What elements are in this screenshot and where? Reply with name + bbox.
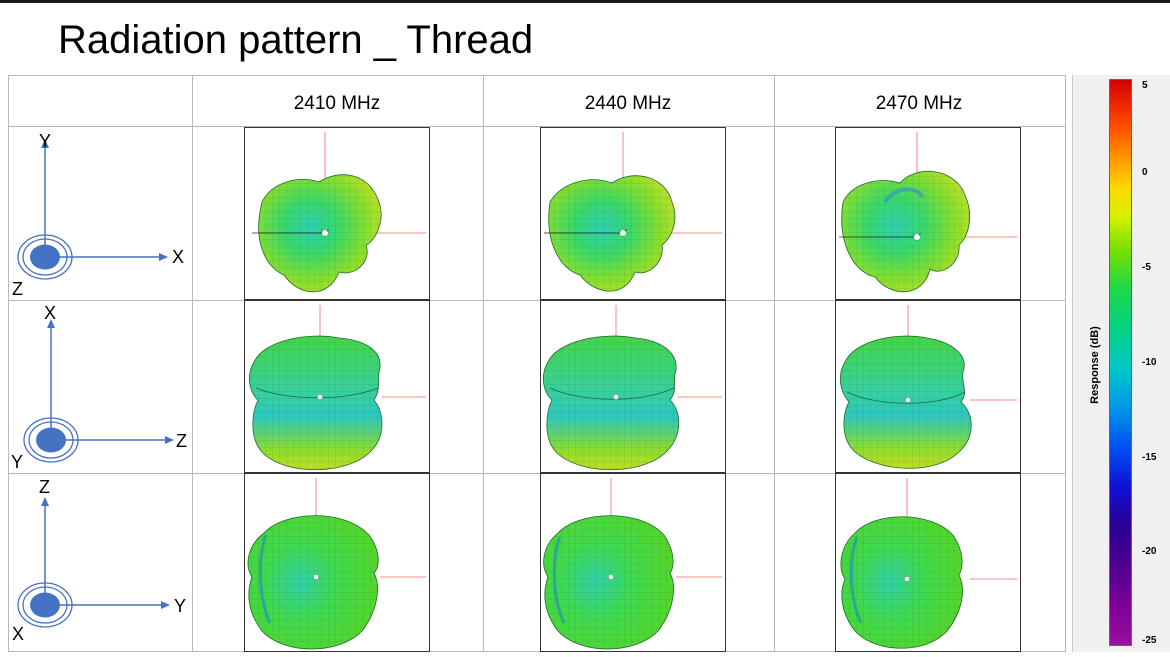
header-row-line <box>8 126 1066 127</box>
freq-header-2410: 2410 MHz <box>293 93 381 114</box>
right-axis-label: X <box>172 247 184 267</box>
top-border <box>0 0 1170 3</box>
out-axis-outer-ring <box>17 234 73 280</box>
freq-header-2440: 2440 MHz <box>584 93 672 114</box>
out-axis-inner-ring <box>22 586 68 624</box>
table-bottom-line <box>8 651 1066 652</box>
pattern-2470-row3 <box>835 473 1021 652</box>
right-arrow-icon <box>161 601 170 609</box>
out-axis-inner-ring <box>22 238 68 276</box>
row-2-line <box>8 473 1066 474</box>
colorbar-gradient <box>1109 79 1132 646</box>
pattern-2440-row2 <box>540 300 726 473</box>
right-axis-label: Z <box>176 431 187 451</box>
table-left-line <box>8 75 9 652</box>
up-arrow-icon <box>41 139 49 148</box>
out-axis-label: Z <box>12 279 23 299</box>
out-axis-label: X <box>12 624 24 644</box>
up-axis-label: Z <box>39 477 50 497</box>
col-2-line <box>483 75 484 652</box>
colorbar-tick: -20 <box>1142 546 1157 557</box>
right-axis-label: Y <box>174 596 186 616</box>
pattern-2410-row3 <box>244 473 430 652</box>
freq-header-2470: 2470 MHz <box>875 93 963 114</box>
colorbar-tick: -15 <box>1142 452 1157 463</box>
up-arrow-icon <box>47 319 55 328</box>
colorbar-tick: -25 <box>1142 635 1157 646</box>
colorbar-tick: -5 <box>1142 262 1151 273</box>
colorbar-tick: 0 <box>1142 167 1148 178</box>
pattern-2440-row3 <box>540 473 726 652</box>
out-axis-dot-icon <box>30 244 60 270</box>
pattern-2470-row2 <box>835 300 1021 473</box>
row-1-line <box>8 300 1066 301</box>
table-top-line <box>8 75 1066 76</box>
axis-diagram-row3: Z Y X <box>12 477 186 644</box>
pattern-2470-row1 <box>835 127 1021 300</box>
right-arrow-icon <box>165 436 174 444</box>
pattern-2440-row1 <box>540 127 726 300</box>
col-1-line <box>192 75 193 652</box>
colorbar-tick: 5 <box>1142 80 1148 91</box>
colorbar-tick: -10 <box>1142 357 1157 368</box>
pattern-2410-row2 <box>244 300 430 473</box>
up-axis-label: X <box>44 303 56 323</box>
out-axis-outer-ring <box>23 417 79 463</box>
pattern-table <box>8 75 1066 652</box>
page-title: Radiation pattern _ Thread <box>58 18 534 62</box>
up-axis-label: Y <box>39 131 51 151</box>
table-right-line <box>1065 75 1066 652</box>
colorbar-label: Response (dB) <box>1089 326 1101 404</box>
axis-diagram-row1: Y X Z <box>12 131 184 299</box>
out-axis-dot-icon <box>30 592 60 618</box>
out-axis-label: Y <box>11 452 23 472</box>
out-axis-dot-icon <box>36 427 66 453</box>
out-axis-outer-ring <box>17 582 73 628</box>
axis-diagram-row2: X Z Y <box>11 303 187 472</box>
col-3-line <box>774 75 775 652</box>
pattern-2410-row1 <box>244 127 430 300</box>
out-axis-inner-ring <box>28 421 74 459</box>
up-arrow-icon <box>41 497 49 506</box>
right-arrow-icon <box>159 253 168 261</box>
